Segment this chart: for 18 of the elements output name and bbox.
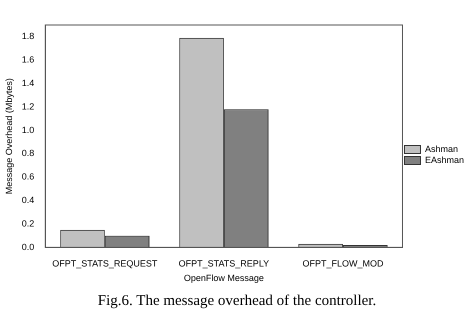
y-tick-label: 1.8 — [22, 31, 34, 42]
x-tick-label: OFPT_FLOW_MOD — [302, 258, 384, 268]
y-tick-label: 1.0 — [22, 124, 34, 135]
y-tick-label: 1.4 — [22, 78, 34, 88]
y-axis-title: Message Overhead (Mbytes) — [4, 78, 14, 194]
x-tick-label: OFPT_STATS_REQUEST — [52, 258, 158, 268]
legend-label: EAshman — [424, 154, 464, 165]
x-tick-label: OFPT_STATS_REPLY — [178, 258, 270, 268]
y-tick-label: 1.6 — [22, 54, 34, 65]
y-tick-label: 1.2 — [22, 101, 34, 112]
x-axis-title: OpenFlow Message — [184, 273, 264, 284]
y-tick-label: 0.0 — [22, 242, 34, 252]
y-tick-label: 0.2 — [22, 218, 34, 228]
y-tick-label: 0.8 — [22, 148, 34, 158]
y-tick-label: 0.4 — [22, 195, 34, 206]
y-tick-label: 0.6 — [22, 172, 34, 182]
legend-label: Ashman — [424, 144, 458, 154]
caption: Fig.6. The message overhead of the controller. — [96, 293, 378, 310]
